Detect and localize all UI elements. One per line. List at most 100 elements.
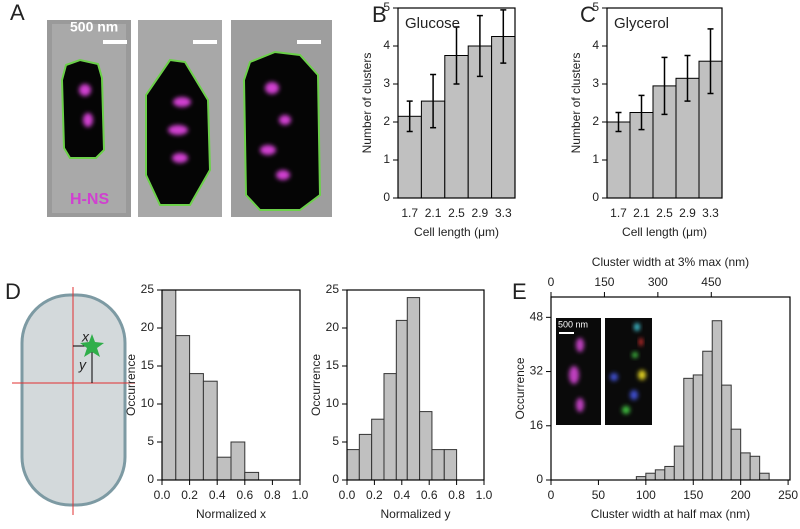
x-tick-label: 250	[778, 488, 798, 502]
bar	[664, 465, 675, 481]
bar	[230, 441, 246, 481]
cluster	[639, 338, 643, 346]
cluster	[260, 145, 276, 155]
cluster	[638, 370, 646, 380]
y-tick-label: 15	[141, 358, 155, 372]
cell-outline	[242, 50, 322, 211]
cell-diagram: x y	[12, 287, 135, 515]
y-axis-label: Occurrence	[124, 354, 138, 416]
cluster	[576, 398, 584, 412]
x-axis-label: Cell length (μm)	[414, 225, 499, 239]
stain-label: H-NS	[70, 191, 109, 208]
x-offset-label: x	[81, 329, 90, 345]
cluster	[634, 323, 640, 331]
cluster	[172, 153, 188, 163]
panel-label: D	[5, 279, 21, 304]
x-tick-label: 2.5	[656, 206, 673, 220]
bar	[395, 319, 408, 481]
scale-bar-label: 500 nm	[70, 19, 118, 35]
y-tick-label: 25	[141, 282, 155, 296]
bar	[673, 445, 685, 481]
y-tick-label: 20	[141, 320, 155, 334]
x-tick-label: 0.0	[154, 488, 171, 502]
x-tick-label: 0.2	[366, 488, 383, 502]
y-tick-label: 10	[326, 396, 340, 410]
x2-axis-label: Cluster width at 3% max (nm)	[592, 255, 749, 269]
x-tick-label: 1.0	[292, 488, 309, 502]
error-bar	[453, 26, 460, 85]
x-tick-label: 0.2	[181, 488, 198, 502]
x-tick-label: 150	[683, 488, 703, 502]
error-bar	[615, 111, 622, 133]
y-axis-label: Number of clusters	[569, 53, 583, 154]
error-bar	[638, 94, 645, 131]
micrograph-group: 500 nm H-NS	[47, 19, 332, 217]
scale-bar-label: 500 nm	[558, 319, 588, 329]
bar	[645, 472, 656, 481]
y-tick-label: 3	[592, 76, 599, 90]
cluster	[622, 406, 630, 414]
y-axis-label: Occurrence	[513, 357, 527, 419]
y-axis-label: Occurrence	[309, 354, 323, 416]
x-tick-label: 0.8	[448, 488, 465, 502]
panel-label: A	[10, 0, 25, 25]
x-tick-label: 1.7	[610, 206, 627, 220]
bar	[358, 433, 373, 481]
y-tick-label: 2	[383, 114, 390, 128]
error-bar	[684, 54, 691, 102]
bar	[189, 373, 204, 481]
bar	[606, 121, 631, 199]
y-tick-label: 25	[326, 282, 340, 296]
bar	[383, 373, 397, 481]
y-tick-label: 10	[141, 396, 155, 410]
bar	[406, 297, 421, 481]
y-tick-label: 4	[383, 38, 390, 52]
cluster	[610, 373, 618, 381]
y-tick-label: 48	[530, 310, 544, 324]
y-tick-label: 5	[147, 434, 154, 448]
bar	[721, 384, 732, 481]
bar	[692, 374, 704, 481]
y-tick-label: 3	[383, 76, 390, 90]
error-bar	[430, 73, 437, 129]
cluster	[576, 338, 584, 352]
x-tick-label: 2.1	[425, 206, 442, 220]
inset-group: 500 nm	[556, 318, 652, 425]
y-tick-label: 0	[332, 472, 339, 486]
x-tick-label: 50	[592, 488, 606, 502]
chart-title: Glycerol	[614, 15, 669, 32]
x-tick-label: 3.3	[702, 206, 719, 220]
y-tick-label: 20	[326, 320, 340, 334]
y-tick-label: 16	[530, 418, 544, 432]
x-axis-label: Normalized x	[196, 507, 266, 521]
cluster	[630, 390, 638, 400]
bar	[216, 456, 232, 481]
x-tick-label: 0.4	[393, 488, 410, 502]
plot-frame	[397, 7, 516, 199]
x-tick-label: 2.1	[633, 206, 650, 220]
x-tick-label: 0	[548, 488, 555, 502]
bar	[702, 350, 713, 481]
cluster	[569, 366, 579, 384]
bar	[443, 449, 458, 481]
error-bar	[707, 28, 714, 95]
y-tick-label: 5	[332, 434, 339, 448]
bar	[371, 418, 385, 481]
y-tick-label: 5	[383, 0, 390, 14]
bar	[431, 449, 445, 481]
bar	[683, 377, 694, 481]
y-tick-label: 0	[383, 190, 390, 204]
x-tick-label: 0.4	[209, 488, 226, 502]
error-bar	[476, 14, 483, 78]
y-tick-label: 32	[530, 364, 544, 378]
bar	[711, 320, 723, 481]
y-tick-label: 0	[147, 472, 154, 486]
bar	[244, 471, 260, 481]
y-offset-label: y	[78, 357, 87, 373]
cluster-star	[80, 334, 104, 357]
x-tick-label: 2.5	[448, 206, 465, 220]
bar	[419, 411, 433, 481]
y-tick-label: 1	[592, 152, 599, 166]
cluster	[168, 125, 188, 135]
